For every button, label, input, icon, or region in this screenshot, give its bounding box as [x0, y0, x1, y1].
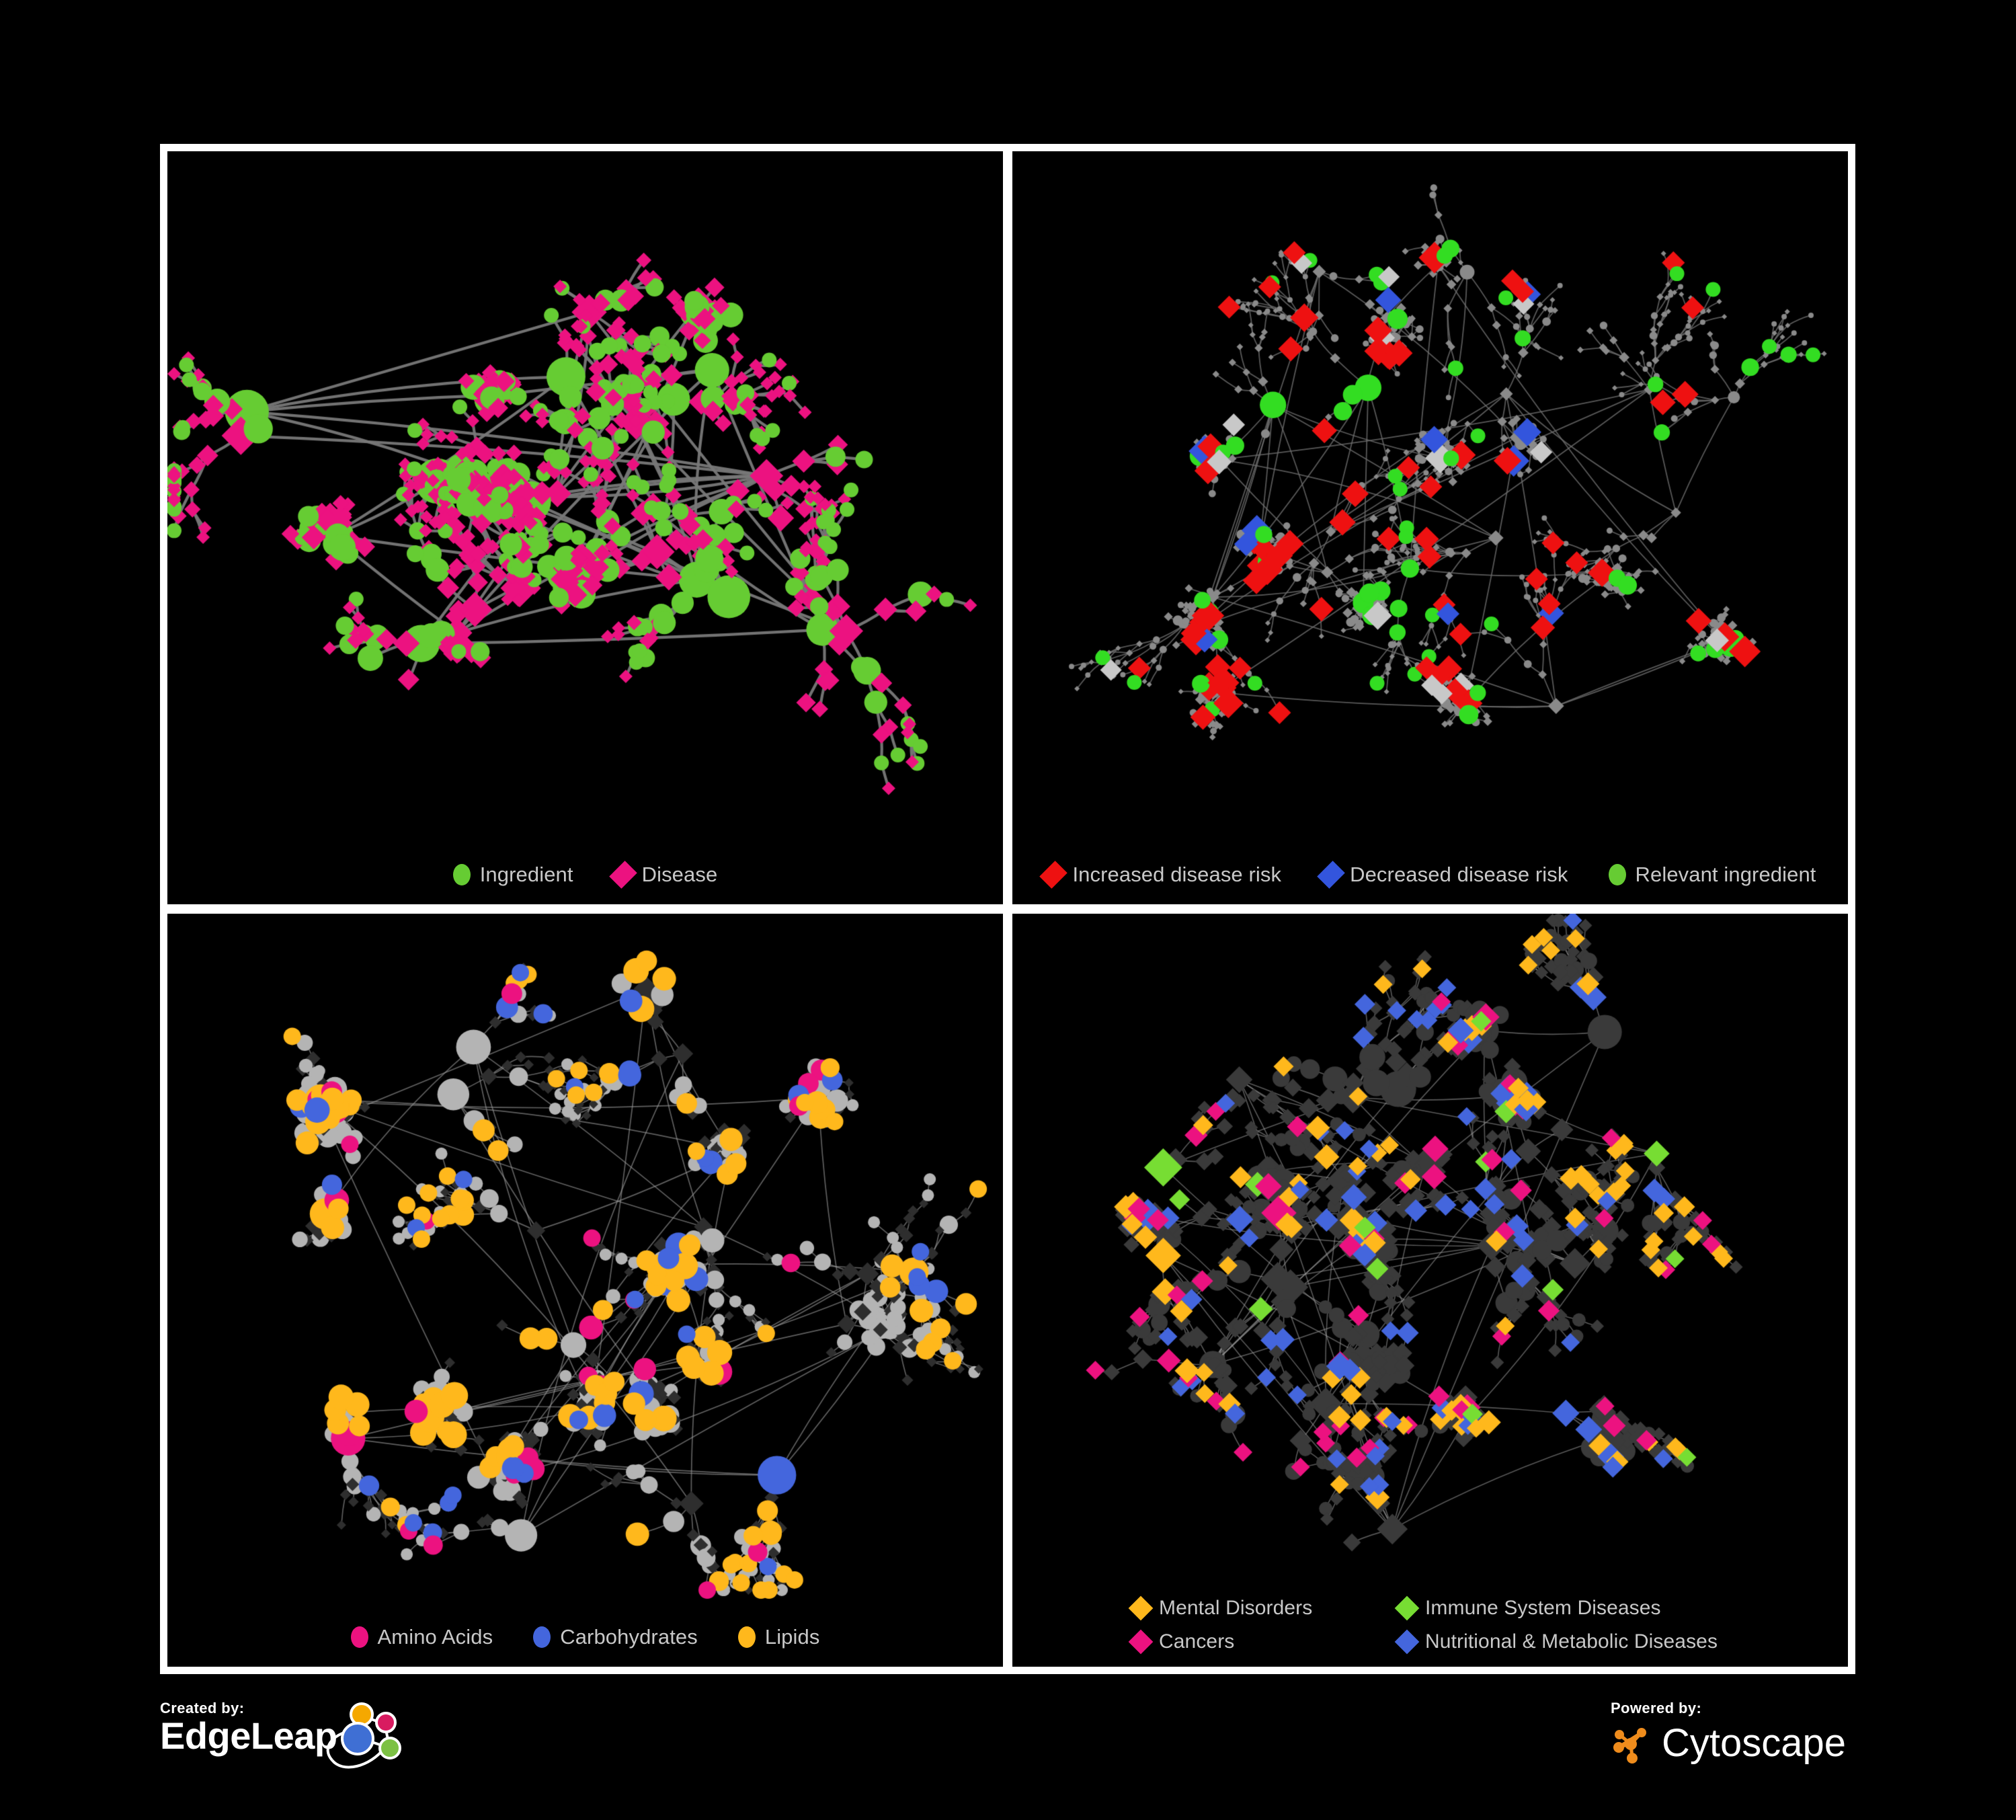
- legend-item: Immune System Diseases: [1394, 1595, 1661, 1621]
- diamond-marker-icon: [1039, 861, 1068, 889]
- network-canvas-disease-category[interactable]: [1012, 914, 1848, 1667]
- legend-label: Relevant ingredient: [1635, 863, 1816, 886]
- edgeleap-node-logo-icon: [320, 1696, 407, 1780]
- legend-disease-category: Mental Disorders Immune System Diseases Ca…: [1012, 1595, 1848, 1655]
- legend-label: Carbohydrates: [560, 1625, 698, 1649]
- circle-marker-icon: [350, 1626, 368, 1648]
- legend-label: Increased disease risk: [1072, 863, 1282, 886]
- powered-by-label: Powered by:: [1610, 1700, 1702, 1716]
- legend-item: Mental Disorders: [1128, 1595, 1387, 1621]
- legend-item: Disease: [608, 861, 718, 889]
- network-canvas-nutrient-class[interactable]: [167, 914, 1003, 1667]
- circle-marker-icon: [1608, 864, 1626, 885]
- circle-marker-icon: [533, 1626, 551, 1648]
- network-canvas-ingredient-disease[interactable]: [167, 151, 1003, 904]
- legend-item: Decreased disease risk: [1317, 861, 1568, 889]
- legend-item: Nutritional & Metabolic Diseases: [1394, 1629, 1718, 1655]
- legend-label: Nutritional & Metabolic Diseases: [1425, 1630, 1718, 1653]
- edgeleap-wordmark: EdgeLeap: [160, 1714, 337, 1757]
- legend-label: Ingredient: [479, 863, 573, 886]
- figure-frame: Ingredient Disease Increased disease risk…: [160, 144, 1855, 1674]
- legend-disease-risk: Increased disease risk Decreased disease …: [1012, 861, 1848, 889]
- panel-nutrient-class[interactable]: Amino Acids Carbohydrates Lipids: [167, 914, 1003, 1667]
- legend-label: Cancers: [1159, 1630, 1235, 1653]
- legend-item: Increased disease risk: [1039, 861, 1282, 889]
- circle-marker-icon: [452, 864, 471, 885]
- legend-label: Decreased disease risk: [1350, 863, 1568, 886]
- panel-ingredient-disease[interactable]: Ingredient Disease: [167, 151, 1003, 904]
- edgeleap-brand[interactable]: Created by: EdgeLeap: [160, 1700, 407, 1780]
- panel-disease-risk[interactable]: Increased disease risk Decreased disease …: [1012, 151, 1848, 904]
- cytoscape-logo-icon: [1611, 1724, 1652, 1769]
- legend-item: Lipids: [737, 1625, 820, 1649]
- footer-branding: Created by: EdgeLeap Powered by:: [160, 1688, 1855, 1815]
- diamond-marker-icon: [1128, 1595, 1154, 1621]
- created-by-label: Created by:: [160, 1700, 245, 1716]
- legend-label: Mental Disorders: [1159, 1597, 1313, 1619]
- cytoscape-brand[interactable]: Powered by:: [1611, 1700, 1846, 1769]
- circle-marker-icon: [737, 1626, 756, 1648]
- legend-ingredient-disease: Ingredient Disease: [167, 861, 1003, 889]
- cytoscape-wordmark: Cytoscape: [1661, 1720, 1846, 1765]
- legend-label: Lipids: [764, 1625, 820, 1649]
- legend-label: Amino Acids: [377, 1625, 493, 1649]
- legend-item: Carbohydrates: [533, 1625, 698, 1649]
- diamond-marker-icon: [1317, 861, 1345, 889]
- legend-nutrient-class: Amino Acids Carbohydrates Lipids: [167, 1625, 1003, 1649]
- legend-item: Ingredient: [452, 863, 573, 887]
- panel-disease-category[interactable]: Mental Disorders Immune System Diseases Ca…: [1012, 914, 1848, 1667]
- legend-label: Disease: [641, 863, 718, 886]
- legend-label: Immune System Diseases: [1425, 1597, 1661, 1619]
- diamond-marker-icon: [1128, 1629, 1154, 1655]
- diamond-marker-icon: [1394, 1629, 1420, 1655]
- legend-item: Relevant ingredient: [1608, 863, 1816, 887]
- diamond-marker-icon: [1394, 1595, 1420, 1621]
- legend-item: Cancers: [1128, 1629, 1387, 1655]
- legend-item: Amino Acids: [350, 1625, 493, 1649]
- network-canvas-disease-risk[interactable]: [1012, 151, 1848, 904]
- diamond-marker-icon: [608, 861, 637, 889]
